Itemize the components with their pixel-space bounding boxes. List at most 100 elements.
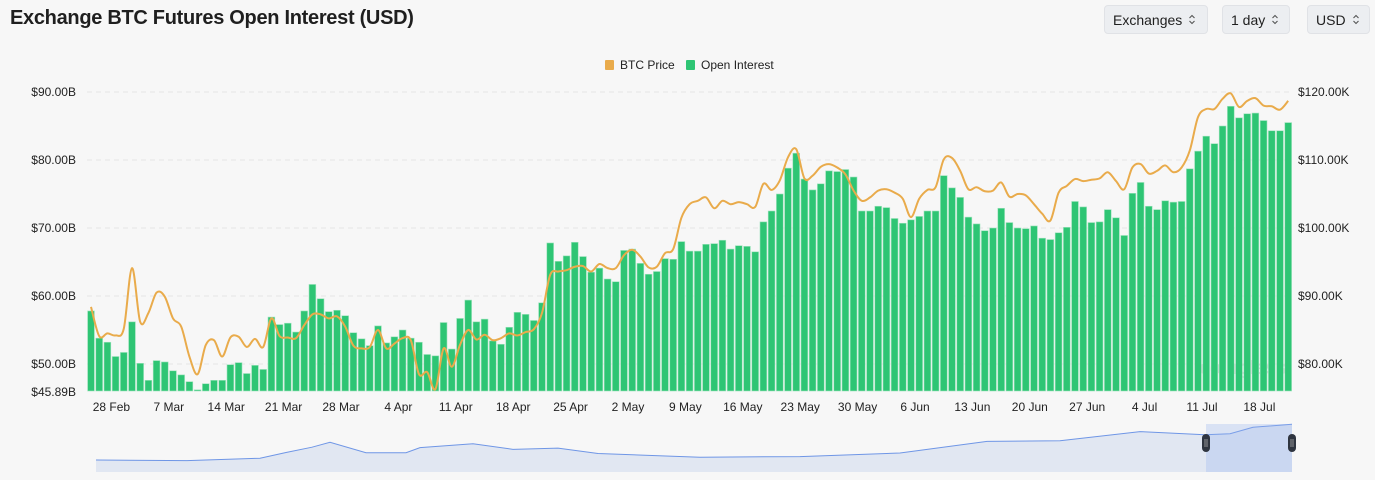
oi-bar[interactable] xyxy=(776,193,784,392)
oi-bar[interactable] xyxy=(964,216,973,392)
oi-bar[interactable] xyxy=(1153,209,1161,392)
oi-bar[interactable] xyxy=(1210,143,1219,392)
oi-bar[interactable] xyxy=(103,341,112,392)
oi-bar[interactable] xyxy=(489,340,497,392)
oi-bar[interactable] xyxy=(251,365,259,392)
oi-bar[interactable] xyxy=(808,189,817,392)
navigator-handle-right[interactable] xyxy=(1288,434,1296,452)
oi-bar[interactable] xyxy=(989,227,997,392)
oi-bar[interactable] xyxy=(513,312,522,392)
oi-bar[interactable] xyxy=(997,207,1005,392)
oi-bar[interactable] xyxy=(956,197,964,392)
oi-bar[interactable] xyxy=(1259,120,1268,392)
oi-bar[interactable] xyxy=(210,380,218,392)
oi-bar[interactable] xyxy=(448,348,456,392)
oi-bar[interactable] xyxy=(702,244,710,392)
oi-bar[interactable] xyxy=(817,183,825,392)
oi-bar[interactable] xyxy=(120,352,128,392)
oi-bar[interactable] xyxy=(866,210,874,392)
oi-bar[interactable] xyxy=(800,178,809,392)
oi-bar[interactable] xyxy=(1177,201,1186,392)
oi-bar[interactable] xyxy=(1218,125,1227,392)
oi-bar[interactable] xyxy=(636,263,645,392)
oi-bar[interactable] xyxy=(1104,209,1112,392)
oi-bar[interactable] xyxy=(612,281,620,392)
oi-bar[interactable] xyxy=(152,360,161,392)
oi-bar[interactable] xyxy=(694,250,702,392)
oi-bar[interactable] xyxy=(1128,193,1137,392)
oi-bar[interactable] xyxy=(1038,237,1046,392)
oi-bar[interactable] xyxy=(1013,227,1022,392)
oi-bar[interactable] xyxy=(1030,225,1038,392)
oi-bar[interactable] xyxy=(193,389,202,392)
range-navigator[interactable] xyxy=(95,423,1296,472)
legend-item-open-interest[interactable]: Open Interest xyxy=(686,58,774,72)
oi-bar[interactable] xyxy=(218,380,226,392)
oi-bar[interactable] xyxy=(890,218,899,392)
oi-bar[interactable] xyxy=(603,278,612,392)
interval-select[interactable]: 1 day xyxy=(1222,5,1290,34)
oi-bar[interactable] xyxy=(685,250,694,392)
oi-bar[interactable] xyxy=(464,299,472,392)
oi-bar[interactable] xyxy=(480,318,489,392)
oi-bar[interactable] xyxy=(530,320,538,392)
oi-bar[interactable] xyxy=(841,169,850,392)
oi-bar[interactable] xyxy=(907,219,915,392)
oi-bar[interactable] xyxy=(177,374,185,392)
oi-bar[interactable] xyxy=(111,356,120,392)
oi-bar[interactable] xyxy=(899,222,907,392)
oi-bar[interactable] xyxy=(735,245,743,392)
oi-bar[interactable] xyxy=(579,256,587,392)
oi-bar[interactable] xyxy=(1022,228,1030,392)
oi-bar[interactable] xyxy=(1268,130,1276,392)
oi-bar[interactable] xyxy=(357,338,366,392)
oi-bar[interactable] xyxy=(948,187,956,392)
oi-bar[interactable] xyxy=(1251,112,1260,392)
oi-bar[interactable] xyxy=(243,373,251,392)
oi-bar[interactable] xyxy=(677,241,686,392)
navigator-handle-left[interactable] xyxy=(1202,434,1210,452)
oi-bar[interactable] xyxy=(1145,205,1153,392)
oi-bar[interactable] xyxy=(259,369,267,392)
oi-bar[interactable] xyxy=(1227,105,1235,392)
oi-bar[interactable] xyxy=(1284,122,1292,392)
oi-bar[interactable] xyxy=(1161,200,1169,392)
oi-bar[interactable] xyxy=(554,261,563,392)
oi-bar[interactable] xyxy=(726,248,735,392)
oi-bar[interactable] xyxy=(1202,135,1210,392)
oi-bar[interactable] xyxy=(538,302,546,392)
oi-bar[interactable] xyxy=(858,210,866,392)
oi-bar[interactable] xyxy=(136,363,144,392)
exchanges-select[interactable]: Exchanges xyxy=(1104,5,1208,34)
oi-bar[interactable] xyxy=(1005,222,1014,392)
oi-bar[interactable] xyxy=(595,267,604,392)
oi-bar[interactable] xyxy=(792,152,800,392)
oi-bar[interactable] xyxy=(185,381,194,392)
oi-bar[interactable] xyxy=(661,258,669,392)
oi-bar[interactable] xyxy=(1095,221,1104,392)
oi-bar[interactable] xyxy=(931,210,940,392)
oi-bar[interactable] xyxy=(587,271,595,392)
oi-bar[interactable] xyxy=(562,255,571,392)
oi-bar[interactable] xyxy=(923,210,932,392)
oi-bar[interactable] xyxy=(1087,222,1096,392)
oi-bar[interactable] xyxy=(300,310,308,392)
currency-select[interactable]: USD xyxy=(1307,5,1370,34)
oi-bar[interactable] xyxy=(1120,235,1128,392)
oi-bar[interactable] xyxy=(144,380,153,392)
oi-bar[interactable] xyxy=(571,241,579,392)
oi-bar[interactable] xyxy=(915,216,923,392)
oi-bar[interactable] xyxy=(1235,117,1243,392)
oi-bar[interactable] xyxy=(226,364,235,392)
oi-bar[interactable] xyxy=(374,325,382,392)
oi-bar[interactable] xyxy=(669,258,677,392)
oi-bar[interactable] xyxy=(1063,227,1071,392)
oi-bar[interactable] xyxy=(1046,239,1055,392)
oi-bar[interactable] xyxy=(1169,201,1178,392)
oi-bar[interactable] xyxy=(341,315,349,392)
oi-bar[interactable] xyxy=(87,310,95,392)
oi-bar[interactable] xyxy=(653,271,661,392)
oi-bar[interactable] xyxy=(1079,206,1087,392)
oi-bar[interactable] xyxy=(833,171,841,392)
oi-bar[interactable] xyxy=(169,370,177,392)
